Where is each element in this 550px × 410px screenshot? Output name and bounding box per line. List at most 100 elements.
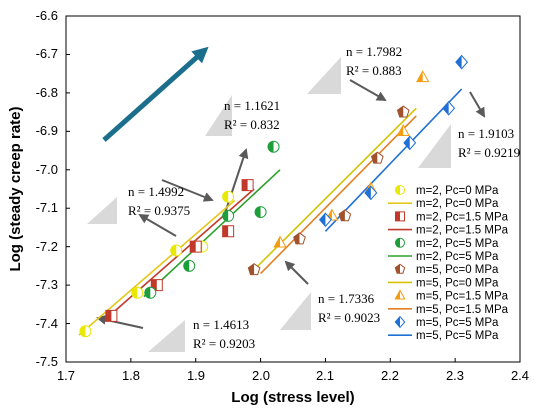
y-axis-title: Log (steady creep rate) (7, 106, 24, 271)
data-point (222, 225, 235, 238)
annotation-r2: R² = 0.9375 (128, 203, 190, 218)
legend-label: m=5, Pc=0 MPa (416, 264, 499, 276)
y-tick-label: -7.4 (36, 316, 58, 331)
slope-triangle (307, 57, 341, 94)
annotation-r2: R² = 0.9023 (318, 310, 380, 325)
data-point (183, 259, 196, 272)
data-point (396, 105, 410, 118)
y-tick-label: -6.9 (36, 123, 58, 138)
data-point (273, 235, 287, 248)
data-point (170, 244, 183, 257)
annotation-r2: R² = 0.9203 (193, 336, 255, 351)
legend-label: m=2, Pc=5 MPa (416, 251, 499, 263)
legend-label: m=2, Pc=5 MPa (416, 238, 499, 250)
data-point (254, 206, 267, 219)
slope-triangle (280, 292, 311, 330)
data-point (338, 209, 352, 222)
annotation-block: n = 1.1621 R² = 0.832 (224, 98, 280, 132)
annotation-block: n = 1.9103 R² = 0.9219 (458, 126, 520, 160)
legend-label: m=5, Pc=1.5 MPa (416, 304, 509, 316)
data-point (247, 263, 261, 276)
y-tick-label: -7.1 (36, 200, 58, 215)
y-tick-label: -6.8 (36, 85, 58, 100)
data-point (131, 286, 144, 299)
pointer-arrow (161, 179, 214, 202)
fit-line (78, 199, 236, 336)
x-tick-label: 2.2 (381, 368, 399, 383)
data-point (403, 135, 417, 151)
x-tick-label: 2.0 (252, 368, 270, 383)
annotation-n: n = 1.1621 (224, 98, 280, 113)
data-point (222, 190, 235, 203)
pointer-arrow (469, 91, 486, 118)
annotation-block: n = 1.4613 R² = 0.9203 (193, 317, 255, 351)
data-point (189, 240, 202, 253)
data-point (455, 54, 469, 70)
pointer-arrow (349, 79, 387, 101)
annotation-block: n = 1.4992 R² = 0.9375 (128, 184, 190, 218)
legend-label: m=5, Pc=1.5 MPa (416, 291, 509, 303)
data-point (222, 209, 235, 222)
annotation-n: n = 1.7336 (318, 291, 375, 306)
data-point (364, 185, 378, 201)
annotation-n: n = 1.4992 (128, 184, 184, 199)
data-point (442, 100, 456, 116)
annotation-n: n = 1.7982 (346, 44, 402, 59)
slope-triangle (418, 124, 451, 168)
legend-swatch (394, 289, 406, 300)
annotation-r2: R² = 0.9219 (458, 145, 520, 160)
slope-triangle (87, 197, 117, 224)
legend-label: m=2, Pc=0 MPa (416, 185, 499, 197)
y-tick-label: -6.6 (36, 8, 58, 23)
legend-label: m=2, Pc=1.5 MPa (416, 211, 509, 223)
annotation-block: n = 1.7982 R² = 0.883 (346, 44, 402, 78)
legend-swatch (395, 185, 405, 195)
data-points (79, 54, 469, 338)
data-point (416, 70, 430, 83)
legend-label: m=2, Pc=0 MPa (416, 198, 499, 210)
data-point (318, 212, 332, 228)
data-point (267, 140, 280, 153)
y-tick-label: -7.3 (36, 277, 58, 292)
x-tick-label: 2.3 (446, 368, 464, 383)
plot-area (65, 15, 521, 363)
data-point (396, 123, 410, 136)
x-axis-title: Log (stress level) (231, 389, 354, 406)
annotation-n: n = 1.9103 (458, 126, 514, 141)
fit-line (260, 115, 417, 275)
annotation-r2: R² = 0.832 (224, 117, 280, 132)
pointer-arrow (284, 260, 309, 285)
slope-triangle (148, 320, 185, 352)
x-tick-label: 2.1 (316, 368, 334, 383)
data-point (241, 179, 254, 192)
x-tick-label: 2.4 (511, 368, 529, 383)
y-tick-label: -6.7 (36, 46, 58, 61)
slope-triangle (205, 95, 232, 136)
data-point (79, 325, 92, 338)
fit-line (324, 88, 463, 232)
legend-swatch (394, 315, 406, 329)
x-tick-label: 1.8 (122, 368, 140, 383)
data-point (293, 232, 306, 245)
x-tick-label: 1.9 (187, 368, 205, 383)
data-point (370, 151, 384, 164)
data-point (144, 286, 157, 299)
legend-label: m=5, Pc=5 MPa (416, 330, 499, 342)
legend-swatch (395, 211, 405, 222)
x-axis: 1.7 1.8 1.9 2.0 2.1 2.2 2.3 2.4 (57, 368, 529, 383)
pointer-arrow (138, 213, 177, 237)
data-point (105, 309, 118, 322)
legend-swatch (395, 237, 405, 248)
x-tick-label: 1.7 (57, 368, 75, 383)
annotation-block: n = 1.7336 R² = 0.9023 (318, 291, 380, 325)
fit-line (143, 169, 281, 298)
annotation-n: n = 1.4613 (193, 317, 249, 332)
legend-label: m=5, Pc=0 MPa (416, 277, 499, 289)
y-tick-label: -7.5 (36, 354, 58, 369)
annotation-r2: R² = 0.883 (346, 63, 402, 78)
y-tick-label: -7.0 (36, 162, 58, 177)
y-axis: -6.6 -6.7 -6.8 -6.9 -7.0 -7.1 -7.2 -7.3 … (36, 8, 58, 369)
legend-swatch (394, 263, 406, 274)
